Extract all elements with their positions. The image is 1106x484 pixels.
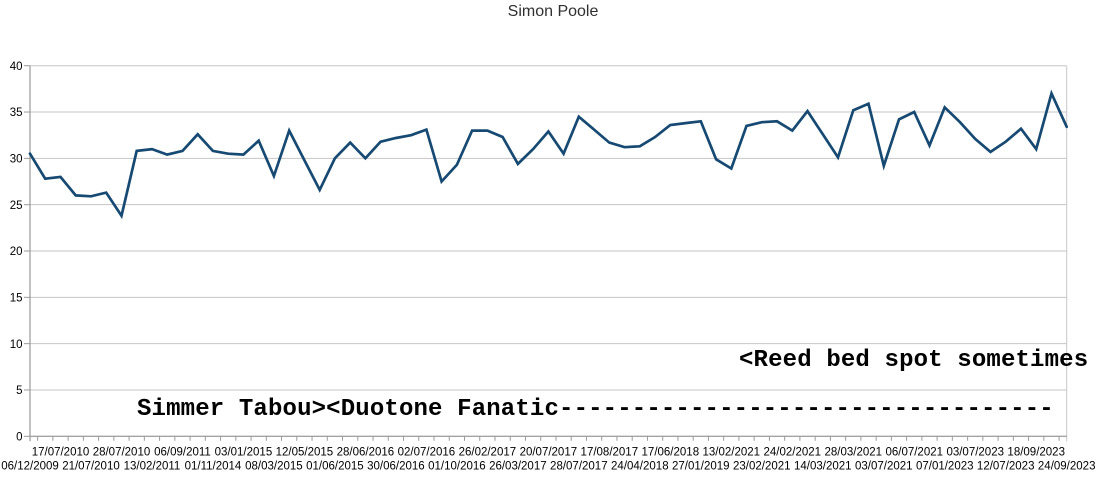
x-tick-label: 28/07/2017 [550,461,608,473]
x-tick-label: 07/01/2023 [916,461,974,473]
x-tick-label: 12/05/2015 [276,447,334,459]
x-tick-label: 06/12/2009 [1,461,59,473]
y-tick-label: 0 [16,432,22,444]
x-tick-label: 13/02/2011 [124,461,181,473]
x-tick-label: 02/07/2016 [398,447,456,459]
x-tick-label: 24/09/2023 [1038,461,1096,473]
x-tick-label: 28/07/2010 [93,447,151,459]
y-tick-label: 25 [10,200,23,212]
x-tick-label: 24/04/2018 [611,461,669,473]
x-tick-label: 17/07/2010 [32,447,90,459]
x-tick-label: 12/07/2023 [977,461,1035,473]
x-tick-label: 01/06/2015 [306,461,364,473]
y-tick-label: 30 [10,154,23,166]
x-tick-label: 24/02/2021 [763,447,821,459]
y-tick-label: 20 [10,246,23,258]
x-tick-label: 17/06/2018 [642,447,700,459]
x-tick-label: 26/02/2017 [459,447,517,459]
x-tick-label: 26/03/2017 [489,461,547,473]
x-tick-label: 28/03/2021 [824,447,882,459]
x-tick-label: 08/03/2015 [245,461,303,473]
x-tick-label: 28/06/2016 [337,447,395,459]
x-tick-label: 06/07/2021 [885,447,943,459]
y-tick-label: 5 [16,385,22,397]
x-tick-label: 23/02/2021 [733,461,791,473]
y-tick-label: 40 [10,61,23,73]
x-tick-label: 20/07/2017 [520,447,578,459]
x-tick-label: 27/01/2019 [672,461,730,473]
x-tick-label: 06/09/2011 [154,447,211,459]
x-tick-label: 18/09/2023 [1007,447,1065,459]
chart-title: Simon Poole [507,3,599,20]
x-tick-label: 03/01/2015 [215,447,273,459]
series-line [28,89,1069,220]
x-tick-label: 30/06/2016 [367,461,425,473]
x-tick-label: 03/07/2021 [855,461,913,473]
x-tick-label: 17/08/2017 [581,447,639,459]
y-tick-label: 35 [10,107,23,119]
x-tick-label: 01/11/2014 [185,461,242,473]
annotation-reed-bed-spot: <Reed bed spot sometimes [739,347,1089,374]
y-tick-label: 15 [10,293,23,305]
x-tick-label: 14/03/2021 [794,461,852,473]
x-tick-label: 03/07/2023 [946,447,1004,459]
x-tick-label: 21/07/2010 [62,461,120,473]
x-tick-label: 01/10/2016 [428,461,486,473]
x-tick-label: 13/02/2021 [703,447,761,459]
y-tick-label: 10 [10,339,23,351]
annotation-boards-timeline: Simmer Tabou><Duotone Fanatic-----------… [137,396,1054,423]
